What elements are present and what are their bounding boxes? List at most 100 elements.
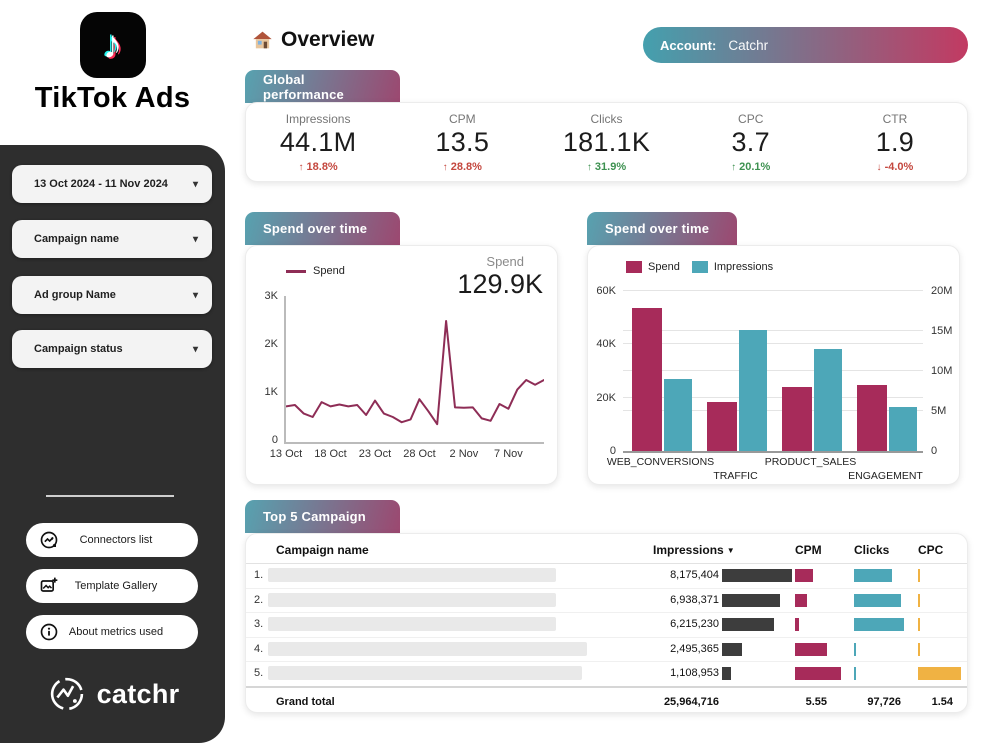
col-header-clicks[interactable]: Clicks: [854, 543, 890, 557]
catchr-wordmark: catchr: [96, 678, 180, 709]
grand-total-label: Grand total: [276, 696, 335, 708]
impressions-bar: [722, 618, 774, 632]
cpm-bar: [795, 569, 813, 582]
spend-legend-text: Spend: [648, 261, 680, 273]
table-row[interactable]: 5. 1,108,953: [246, 661, 967, 687]
tab-top-campaigns-label: Top 5 Campaign: [263, 509, 366, 524]
cpc-bar: [918, 569, 920, 582]
spend-line-swatch: [286, 269, 306, 273]
bar-category-label: TRAFFIC: [713, 470, 758, 482]
sidebar: 13 Oct 2024 - 11 Nov 2024 ▾ Campaign nam…: [0, 145, 225, 743]
page-title: Overview: [252, 28, 374, 52]
account-value: Catchr: [728, 37, 769, 53]
chart-connector-icon: [38, 529, 60, 551]
table-row[interactable]: 4. 2,495,365: [246, 637, 967, 663]
up-arrow-icon: ↑: [298, 161, 304, 173]
tab-spend-over-time-bar: Spend over time: [587, 212, 737, 245]
date-range-filter[interactable]: 13 Oct 2024 - 11 Nov 2024 ▾: [12, 165, 212, 203]
col-header-cpm[interactable]: CPM: [795, 543, 822, 557]
clicks-bar: [854, 569, 892, 582]
spend-line-series: [285, 320, 545, 426]
impressions-value: 1,108,953: [670, 667, 719, 680]
bar-category-label: PRODUCT_SALES: [764, 456, 857, 468]
row-rank: 1.: [254, 569, 264, 581]
campaign-status-filter[interactable]: Campaign status ▾: [12, 330, 212, 368]
impressions-bar: [722, 569, 792, 582]
sidebar-divider: [46, 495, 174, 497]
col-header-impressions[interactable]: Impressions ▼: [653, 543, 735, 557]
legend-item-impressions: Impressions: [691, 261, 774, 273]
impressions-bar-engagement: [889, 407, 917, 451]
campaign-name-redacted: [268, 641, 587, 656]
campaign-name-filter[interactable]: Campaign name ▾: [12, 220, 212, 258]
gridline: [623, 330, 923, 331]
chevron-down-icon: ▾: [192, 178, 198, 190]
impressions-value: 6,215,230: [670, 618, 719, 631]
metric-clicks: Clicks 181.1K ↑ 31.9%: [534, 112, 678, 173]
metric-value: 1.9: [875, 126, 915, 157]
cpm-bar: [795, 593, 807, 607]
metric-change: ↓ -4.0%: [876, 160, 914, 173]
bar-left-axis-tick: 60K: [596, 285, 616, 297]
about-metrics-button[interactable]: About metrics used: [26, 615, 198, 649]
ad-group-label: Ad group Name: [34, 289, 116, 301]
bar-category-label: ENGAGEMENT: [848, 470, 923, 482]
spend-bar-engagement: [857, 384, 887, 451]
tiktok-logo: ♪: [79, 12, 146, 78]
impressions-legend-text: Impressions: [713, 261, 774, 273]
impressions-header-text: Impressions: [653, 543, 724, 557]
cpc-bar: [918, 618, 920, 632]
table-row[interactable]: 3. 6,215,230: [246, 612, 967, 638]
tab-global-performance-label: Global performance: [263, 71, 344, 102]
info-icon: [38, 621, 60, 643]
spend-legend-label: Spend: [313, 265, 345, 277]
bar-chart-legend: Spend Impressions: [626, 261, 785, 273]
bar-right-axis-tick: 15M: [931, 325, 953, 337]
down-arrow-icon: ↓: [876, 161, 882, 173]
spend-line-plot: [284, 296, 545, 444]
template-gallery-button[interactable]: Template Gallery: [26, 569, 198, 603]
up-arrow-icon: ↑: [586, 161, 592, 173]
home-icon: [253, 31, 272, 49]
spend-kpi-value: 129.9K: [457, 269, 543, 299]
spend-swatch: [626, 261, 642, 273]
grand-total-cpm: 5.55: [805, 696, 827, 708]
campaign-name-redacted: [268, 592, 556, 607]
ad-group-filter[interactable]: Ad group Name ▾: [12, 276, 212, 314]
connectors-list-button[interactable]: Connectors list: [26, 523, 198, 557]
grand-total-impressions: 25,964,716: [663, 696, 719, 708]
impressions-bar: [722, 667, 731, 681]
sort-desc-icon: ▼: [726, 546, 735, 555]
impressions-value: 6,938,371: [670, 593, 719, 606]
metric-label: CPM: [448, 111, 476, 126]
metric-cpm: CPM 13.5 ↑ 28.8%: [390, 112, 534, 173]
clicks-bar: [854, 667, 856, 681]
account-pill[interactable]: Account: Catchr: [643, 27, 968, 63]
col-header-cpc[interactable]: CPC: [918, 543, 944, 557]
gridline: [623, 410, 923, 411]
bar-left-axis-tick: 20K: [596, 391, 616, 404]
bar-left-axis-tick: 0: [609, 445, 616, 457]
table-row[interactable]: 1. 8,175,404: [246, 563, 967, 589]
about-metrics-label: About metrics used: [68, 626, 164, 638]
row-rank: 5.: [254, 667, 264, 680]
bar-right-axis-tick: 5M: [931, 405, 947, 417]
up-arrow-icon: ↑: [442, 161, 448, 173]
account-label: Account:: [660, 37, 717, 53]
tab-spend-over-time-line: Spend over time: [245, 212, 400, 245]
col-header-campaign-name[interactable]: Campaign name: [276, 543, 369, 557]
spend-bar-traffic: [707, 401, 737, 451]
tab-top-5-campaign: Top 5 Campaign: [245, 500, 400, 533]
line-x-tick: 23 Oct: [358, 448, 392, 460]
tiktok-note-icon: ♪: [102, 23, 123, 67]
date-range-label: 13 Oct 2024 - 11 Nov 2024: [34, 178, 168, 190]
chevron-down-icon: ▾: [192, 343, 198, 355]
metric-label: Clicks: [590, 111, 623, 126]
impressions-bar: [722, 593, 780, 607]
table-row[interactable]: 2. 6,938,371: [246, 588, 967, 614]
row-rank: 3.: [254, 618, 264, 631]
metric-label: CPC: [738, 111, 764, 126]
campaign-name-label: Campaign name: [34, 233, 119, 245]
catchr-logo: catchr: [0, 673, 225, 715]
bar-right-axis-tick: 10M: [931, 365, 953, 377]
